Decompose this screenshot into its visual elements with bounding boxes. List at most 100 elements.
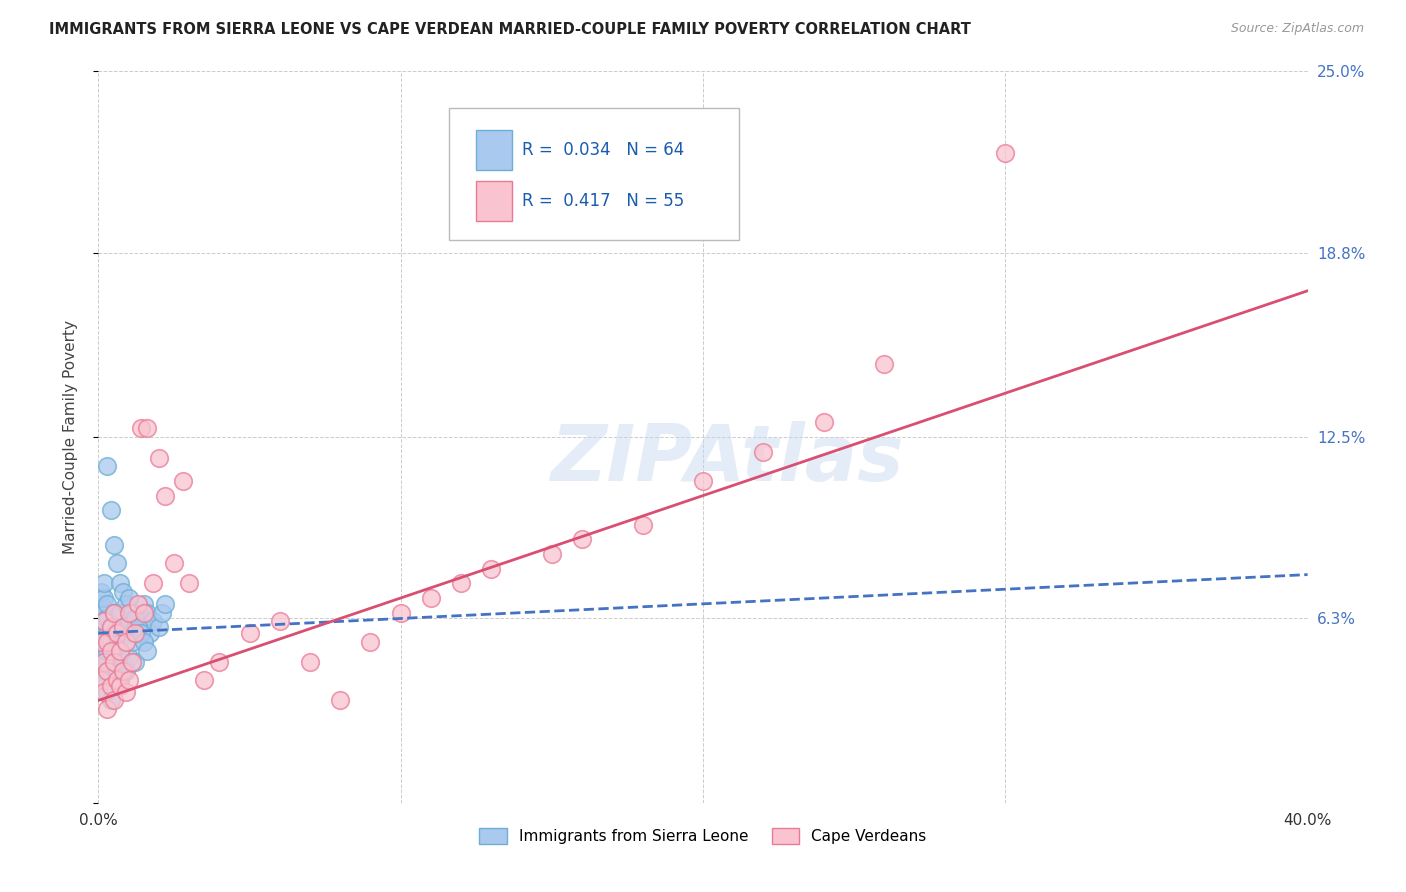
Point — [108, 576, 131, 591]
Point — [873, 357, 896, 371]
FancyBboxPatch shape — [475, 130, 512, 170]
Point — [114, 684, 136, 698]
Point — [93, 649, 115, 664]
Point — [103, 693, 125, 707]
Point — [329, 693, 352, 707]
Point — [103, 538, 125, 552]
Point — [93, 684, 115, 698]
Point — [124, 620, 146, 634]
Point — [127, 626, 149, 640]
Point — [100, 620, 122, 634]
Point — [90, 635, 112, 649]
Point — [118, 606, 141, 620]
Point — [114, 635, 136, 649]
Point — [90, 585, 112, 599]
Point — [96, 702, 118, 716]
Point — [389, 606, 412, 620]
Point — [450, 576, 472, 591]
Point — [100, 503, 122, 517]
Point — [129, 626, 152, 640]
Point — [132, 597, 155, 611]
Point — [93, 615, 115, 629]
Point — [481, 562, 503, 576]
Point — [139, 626, 162, 640]
Point — [172, 474, 194, 488]
Point — [420, 591, 443, 605]
Point — [114, 664, 136, 678]
Point — [105, 626, 128, 640]
Point — [96, 626, 118, 640]
Point — [142, 615, 165, 629]
Point — [108, 606, 131, 620]
Text: IMMIGRANTS FROM SIERRA LEONE VS CAPE VERDEAN MARRIED-COUPLE FAMILY POVERTY CORRE: IMMIGRANTS FROM SIERRA LEONE VS CAPE VER… — [49, 22, 972, 37]
Text: Source: ZipAtlas.com: Source: ZipAtlas.com — [1230, 22, 1364, 36]
Point — [103, 606, 125, 620]
Point — [132, 635, 155, 649]
Point — [105, 556, 128, 570]
Point — [127, 620, 149, 634]
Point — [105, 620, 128, 634]
Point — [121, 635, 143, 649]
Point — [540, 547, 562, 561]
FancyBboxPatch shape — [449, 108, 740, 240]
Point — [96, 459, 118, 474]
Point — [108, 649, 131, 664]
Point — [103, 626, 125, 640]
Point — [103, 656, 125, 670]
Point — [93, 591, 115, 605]
Point — [129, 421, 152, 435]
Point — [103, 606, 125, 620]
Point — [114, 597, 136, 611]
Point — [132, 606, 155, 620]
Point — [124, 626, 146, 640]
Point — [111, 664, 134, 678]
Point — [111, 656, 134, 670]
Point — [135, 421, 157, 435]
Point — [93, 576, 115, 591]
Point — [93, 635, 115, 649]
Point — [118, 615, 141, 629]
Point — [124, 656, 146, 670]
Point — [813, 416, 835, 430]
Point — [239, 626, 262, 640]
Point — [111, 585, 134, 599]
Point — [100, 679, 122, 693]
Point — [105, 643, 128, 657]
Point — [105, 673, 128, 687]
Point — [100, 635, 122, 649]
Point — [208, 656, 231, 670]
Point — [93, 606, 115, 620]
FancyBboxPatch shape — [475, 181, 512, 221]
Point — [148, 620, 170, 634]
Point — [150, 606, 173, 620]
Point — [631, 517, 654, 532]
Point — [135, 606, 157, 620]
Text: R =  0.417   N = 55: R = 0.417 N = 55 — [522, 192, 683, 210]
Point — [96, 684, 118, 698]
Point — [121, 656, 143, 670]
Point — [90, 664, 112, 678]
Point — [129, 615, 152, 629]
Point — [96, 643, 118, 657]
Point — [179, 576, 201, 591]
Point — [108, 643, 131, 657]
Point — [108, 679, 131, 693]
Point — [96, 664, 118, 678]
Point — [111, 620, 134, 634]
Legend: Immigrants from Sierra Leone, Cape Verdeans: Immigrants from Sierra Leone, Cape Verde… — [474, 822, 932, 850]
Point — [111, 620, 134, 634]
Point — [118, 673, 141, 687]
Point — [163, 556, 186, 570]
Y-axis label: Married-Couple Family Poverty: Married-Couple Family Poverty — [63, 320, 77, 554]
Point — [153, 597, 176, 611]
Point — [193, 673, 215, 687]
Point — [269, 615, 291, 629]
Point — [299, 656, 322, 670]
Point — [100, 643, 122, 657]
Point — [96, 656, 118, 670]
Point — [103, 656, 125, 670]
Point — [121, 606, 143, 620]
Point — [114, 626, 136, 640]
Point — [90, 615, 112, 629]
Point — [90, 673, 112, 687]
